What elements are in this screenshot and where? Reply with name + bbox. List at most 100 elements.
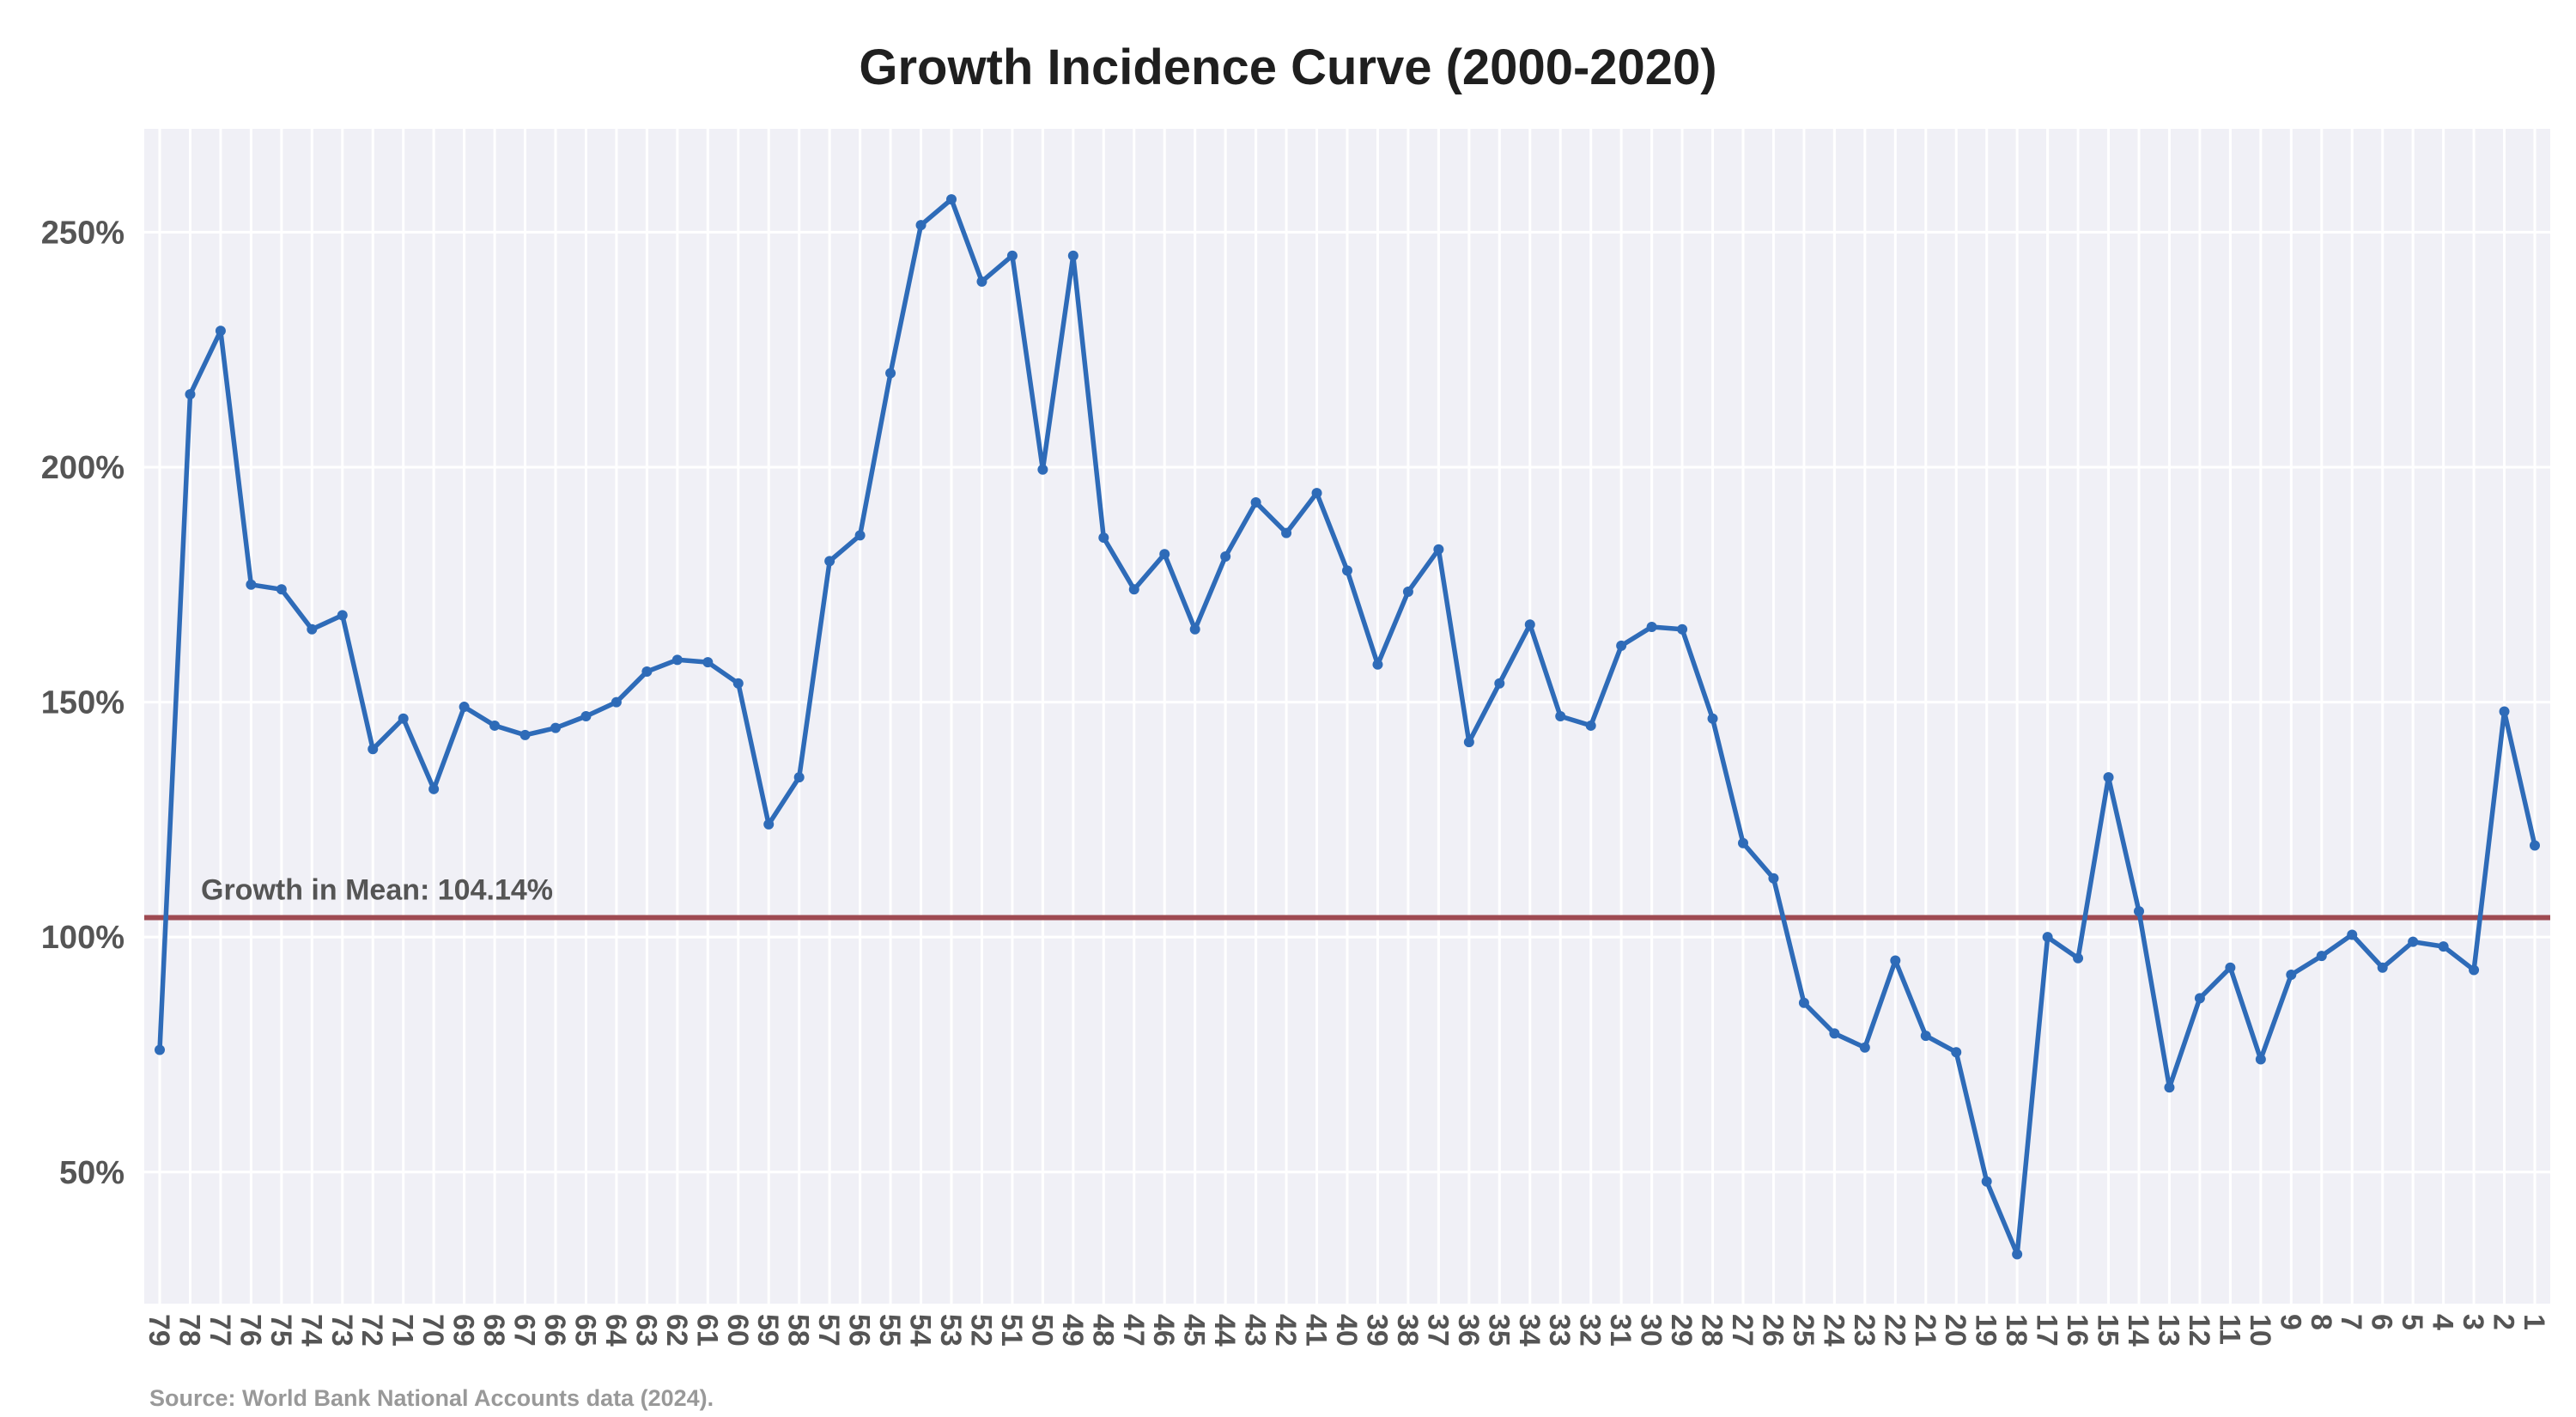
x-tick-label: 7 <box>2335 1314 2367 1330</box>
data-point <box>2347 929 2358 940</box>
x-tick-label: 36 <box>1452 1314 1485 1347</box>
x-tick-label: 56 <box>843 1314 876 1347</box>
x-tick-label: 72 <box>355 1314 388 1347</box>
x-tick-label: 8 <box>2305 1314 2337 1330</box>
data-point <box>2073 952 2084 964</box>
series-line-group <box>155 194 2540 1260</box>
data-point <box>2042 932 2053 943</box>
x-tick-label: 31 <box>1604 1314 1637 1347</box>
data-point <box>1433 544 1444 555</box>
x-tick-label: 24 <box>1817 1314 1850 1347</box>
x-tick-label: 51 <box>995 1314 1028 1347</box>
data-point <box>1372 659 1383 670</box>
data-point <box>1555 711 1566 721</box>
x-tick-label: 10 <box>2244 1314 2276 1347</box>
data-point <box>763 818 775 830</box>
data-point <box>368 744 379 755</box>
data-point <box>580 711 592 721</box>
data-point <box>1189 623 1200 635</box>
chart-title: Growth Incidence Curve (2000-2020) <box>859 40 1716 95</box>
x-tick-label: 40 <box>1330 1314 1363 1347</box>
data-point <box>611 696 622 708</box>
data-point <box>1829 1028 1840 1039</box>
x-tick-label: 33 <box>1543 1314 1576 1347</box>
data-point <box>2438 941 2449 952</box>
data-point <box>2377 962 2388 973</box>
x-tick-label: 1 <box>2518 1314 2550 1330</box>
x-tick-label: 73 <box>325 1314 358 1347</box>
data-point <box>337 610 348 621</box>
data-point <box>1006 250 1018 261</box>
data-point <box>1616 640 1627 651</box>
x-tick-label: 17 <box>2031 1314 2063 1347</box>
data-point <box>155 1044 165 1055</box>
y-tick-label: 250% <box>41 215 125 251</box>
data-point <box>1768 873 1779 884</box>
data-point <box>1890 955 1901 966</box>
data-point <box>2499 706 2510 717</box>
data-point <box>1798 997 1809 1008</box>
x-tick-label: 50 <box>1025 1314 1058 1347</box>
x-axis: 7978777675747372717069686766656463626160… <box>143 1314 2550 1347</box>
data-point <box>1920 1031 1931 1042</box>
x-tick-label: 61 <box>690 1314 723 1347</box>
x-tick-label: 67 <box>508 1314 541 1347</box>
x-tick-label: 41 <box>1300 1314 1333 1347</box>
y-tick-label: 50% <box>59 1155 125 1191</box>
x-tick-label: 13 <box>2152 1314 2184 1347</box>
x-tick-label: 68 <box>477 1314 510 1347</box>
x-tick-label: 46 <box>1147 1314 1180 1347</box>
data-point <box>1585 720 1596 731</box>
data-point <box>1951 1047 1962 1058</box>
data-point <box>2134 906 2144 917</box>
data-point <box>428 783 440 794</box>
data-point <box>641 666 653 678</box>
x-tick-label: 62 <box>660 1314 693 1347</box>
data-point <box>824 556 835 567</box>
y-axis: 50% 100% 150% 200% 250% <box>41 215 125 1190</box>
x-tick-label: 78 <box>173 1314 205 1347</box>
x-tick-label: 45 <box>1178 1314 1211 1347</box>
x-tick-label: 19 <box>1970 1314 2002 1347</box>
data-point <box>2408 936 2419 947</box>
x-tick-label: 9 <box>2274 1314 2306 1330</box>
data-point <box>2194 993 2205 1004</box>
x-tick-label: 64 <box>599 1314 632 1347</box>
x-tick-label: 20 <box>1939 1314 1971 1347</box>
data-point <box>976 276 987 287</box>
x-tick-label: 76 <box>234 1314 266 1347</box>
x-tick-label: 52 <box>964 1314 997 1347</box>
x-tick-label: 2 <box>2488 1314 2520 1330</box>
data-point <box>1981 1176 1992 1187</box>
x-tick-label: 74 <box>295 1314 327 1347</box>
data-point <box>519 729 531 740</box>
x-tick-label: 14 <box>2122 1314 2154 1347</box>
x-tick-label: 18 <box>2000 1314 2032 1347</box>
x-tick-label: 35 <box>1482 1314 1515 1347</box>
x-tick-label: 59 <box>751 1314 784 1347</box>
data-point <box>550 722 561 733</box>
data-point <box>1311 488 1322 499</box>
data-point <box>1646 622 1657 633</box>
x-tick-label: 11 <box>2213 1314 2245 1345</box>
x-tick-label: 28 <box>1696 1314 1728 1347</box>
data-point <box>2469 964 2480 976</box>
data-point <box>793 772 805 783</box>
x-tick-label: 66 <box>538 1314 571 1347</box>
data-point <box>307 623 318 635</box>
source-note: Source: World Bank National Accounts dat… <box>149 1385 714 1411</box>
x-tick-label: 47 <box>1117 1314 1150 1347</box>
x-tick-label: 4 <box>2427 1314 2459 1330</box>
data-point <box>1494 678 1505 689</box>
data-point <box>1250 497 1261 508</box>
x-tick-label: 15 <box>2092 1314 2124 1347</box>
x-tick-label: 39 <box>1360 1314 1393 1347</box>
x-tick-label: 5 <box>2396 1314 2428 1330</box>
x-tick-label: 77 <box>204 1314 236 1347</box>
x-tick-label: 38 <box>1391 1314 1424 1347</box>
data-point <box>1037 464 1048 475</box>
data-point <box>2164 1082 2175 1093</box>
data-point <box>459 702 470 713</box>
x-tick-label: 48 <box>1086 1314 1119 1347</box>
data-point <box>1342 565 1352 576</box>
